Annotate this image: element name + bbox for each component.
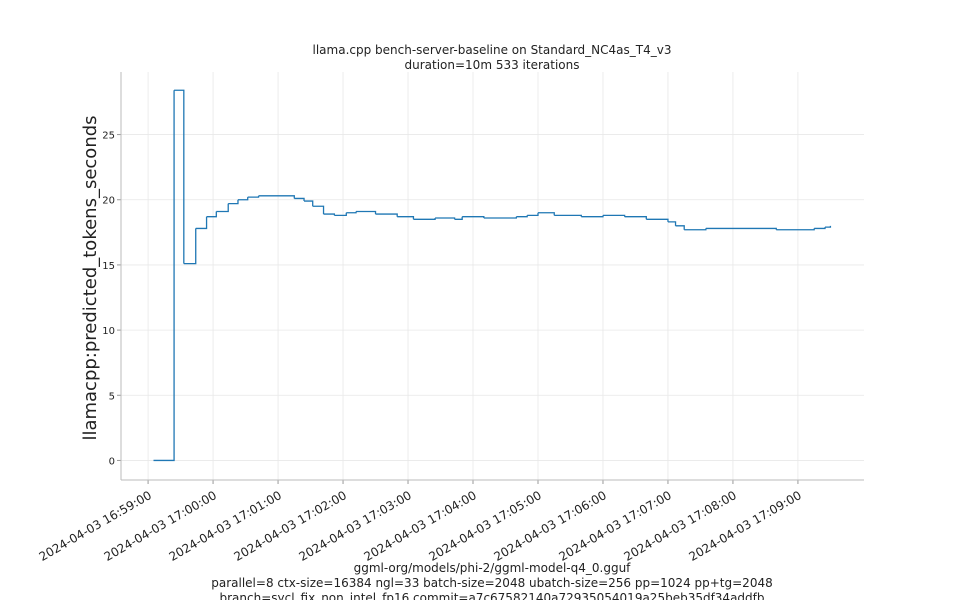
line-step: [675, 225, 685, 230]
line-step: [174, 89, 185, 264]
line-step: [667, 221, 677, 226]
line-step: [527, 212, 539, 217]
line-step: [537, 212, 555, 216]
footer-note: parallel=8 ctx-size=16384 ngl=33 batch-s…: [211, 576, 772, 590]
y-axis-label: llamacpp:predicted_tokens_seconds: [80, 115, 101, 440]
x-tick-label: 2024-04-03 17:04:00: [362, 488, 479, 564]
line-step: [814, 227, 826, 230]
line-step: [356, 210, 377, 215]
x-tick-label: 2024-04-03 17:05:00: [427, 488, 544, 564]
x-tick-label: 2024-04-03 17:06:00: [491, 488, 608, 564]
line-step: [413, 217, 436, 220]
line-step: [705, 227, 777, 230]
x-tick-label: 2024-04-03 16:59:00: [37, 488, 154, 564]
x-tick-label: 2024-04-03 17:03:00: [297, 488, 414, 564]
line-step: [397, 216, 415, 220]
y-tick-label: 5: [109, 391, 115, 402]
line-step: [247, 195, 260, 198]
line-step: [195, 216, 208, 230]
line-step: [624, 216, 647, 220]
line-step: [334, 212, 347, 217]
line-step: [183, 228, 197, 265]
y-tick-label: 15: [102, 261, 115, 272]
line-step: [237, 197, 249, 201]
x-tick-label: 2024-04-03 17:01:00: [167, 488, 284, 564]
line-step: [206, 211, 217, 218]
line-step: [483, 216, 517, 219]
y-tick-label: 0: [109, 456, 115, 467]
x-tick-label: 2024-04-03 17:08:00: [621, 488, 738, 564]
line-step: [216, 203, 229, 213]
line-step: [776, 228, 815, 231]
chart-title: llama.cpp bench-server-baseline on Stand…: [313, 43, 672, 57]
line-step: [454, 216, 463, 220]
x-tick-label: 2024-04-03 17:00:00: [102, 488, 219, 564]
x-tick-label: 2024-04-03 17:07:00: [556, 488, 673, 564]
line-step: [602, 214, 626, 217]
y-tick-label: 25: [102, 131, 115, 142]
line-step: [581, 215, 604, 218]
line-step: [462, 216, 485, 218]
line-step: [825, 225, 832, 228]
line-step: [346, 211, 357, 214]
line-step: [294, 197, 305, 202]
y-tick-label: 20: [102, 196, 115, 207]
chart-subtitle: duration=10m 533 iterations: [405, 58, 580, 72]
line-step: [646, 218, 669, 222]
line-step: [554, 214, 582, 217]
line-step: [312, 205, 325, 215]
line-step: [435, 217, 456, 220]
x-axis-label: ggml-org/models/phi-2/ggml-model-q4_0.gg…: [354, 561, 632, 575]
y-tick-label: 10: [102, 326, 115, 337]
line-step: [684, 228, 707, 231]
line-step: [153, 90, 175, 462]
footer-note: branch=sycl_fix_non_intel_fp16 commit=a7…: [219, 591, 764, 600]
line-step: [516, 215, 528, 218]
line-step: [304, 200, 314, 207]
x-tick-label: 2024-04-03 17:02:00: [232, 488, 349, 564]
line-step: [228, 199, 239, 205]
x-tick-label: 2024-04-03 17:09:00: [686, 488, 803, 564]
line-step: [258, 195, 295, 199]
line-step: [375, 213, 398, 217]
line-step: [323, 213, 336, 216]
